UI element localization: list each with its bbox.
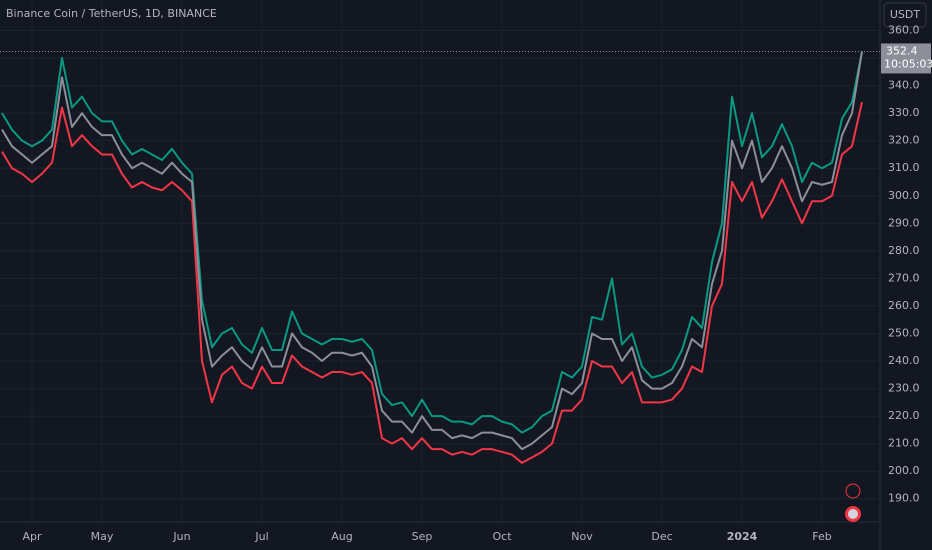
y-tick-label: 310.0 <box>888 161 920 174</box>
y-tick-label: 360.0 <box>888 24 920 37</box>
x-tick-label: Sep <box>412 530 433 543</box>
flag-icon-inner <box>848 509 858 519</box>
y-tick-label: 190.0 <box>888 492 920 505</box>
y-tick-label: 210.0 <box>888 437 920 450</box>
icons <box>845 483 861 522</box>
x-tick-label: May <box>91 530 114 543</box>
x-tick-label: Apr <box>22 530 42 543</box>
y-tick-label: 220.0 <box>888 409 920 422</box>
x-tick-label: 2024 <box>727 530 758 543</box>
x-tick-label: Nov <box>571 530 593 543</box>
y-tick-label: 330.0 <box>888 106 920 119</box>
x-tick-label: Dec <box>651 530 672 543</box>
y-tick-label: 200.0 <box>888 464 920 477</box>
grid <box>0 0 880 522</box>
y-tick-label: 260.0 <box>888 299 920 312</box>
price-line <box>1 101 863 464</box>
y-tick-label: 270.0 <box>888 271 920 284</box>
countdown: 10:05:03 <box>884 57 932 70</box>
x-tick-label: Oct <box>492 530 512 543</box>
y-tick-label: 320.0 <box>888 134 920 147</box>
y-tick-label: 240.0 <box>888 354 920 367</box>
y-tick-label: 340.0 <box>888 79 920 92</box>
currency[interactable]: USDT <box>890 8 921 21</box>
y-tick-label: 280.0 <box>888 244 920 257</box>
last-price-box <box>881 43 931 74</box>
x-tick-label: Feb <box>812 530 831 543</box>
y-tick-label: 290.0 <box>888 216 920 229</box>
x-tick-label: Jun <box>172 530 190 543</box>
y-tick-label: 300.0 <box>888 189 920 202</box>
price-line <box>1 51 863 434</box>
currency-button[interactable] <box>883 2 927 28</box>
x-tick-label: Jul <box>254 530 268 543</box>
alert-icon[interactable] <box>845 483 861 499</box>
y-tick-label: 230.0 <box>888 382 920 395</box>
chart-title: Binance Coin / TetherUS, 1D, BINANCE <box>6 7 217 20</box>
x-tick-label: Aug <box>331 530 352 543</box>
last-price-label: 352.4 <box>886 44 918 57</box>
price-line <box>1 51 863 451</box>
y-tick-label: 250.0 <box>888 326 920 339</box>
